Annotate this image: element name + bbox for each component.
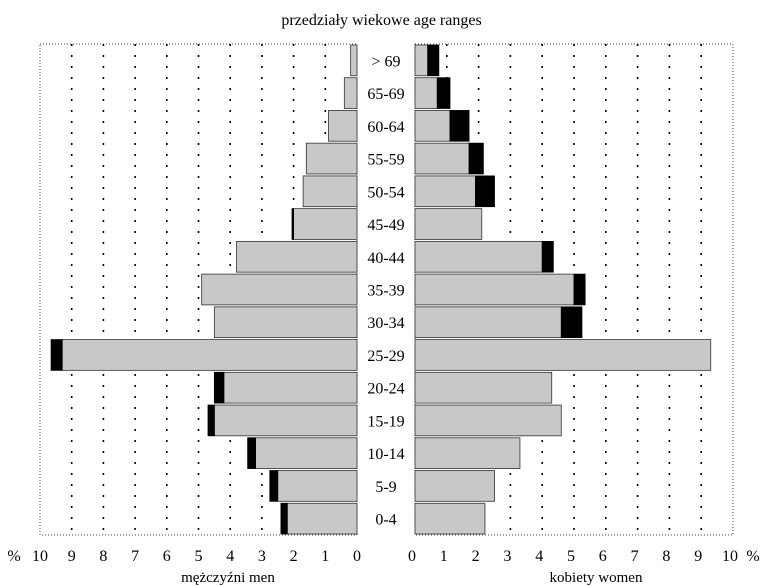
left-tick-label: 1	[321, 548, 329, 565]
left-tick-label: 10	[32, 548, 48, 565]
left-bar-gray	[236, 240, 358, 273]
right-tick-label: 8	[662, 548, 670, 565]
right-bar-black	[541, 240, 554, 273]
right-bar-gray	[414, 273, 575, 306]
right-bar-black	[560, 306, 583, 339]
right-tick-label: 7	[631, 548, 639, 565]
right-bar-gray	[414, 502, 486, 535]
category-label: 25-29	[367, 348, 404, 365]
left-bar-black	[291, 208, 295, 240]
right-bar-gray	[414, 470, 495, 502]
left-bar-gray	[213, 404, 358, 437]
left-bar-black	[247, 437, 256, 469]
right-tick-label: 3	[503, 548, 511, 565]
left-tick-label: 3	[258, 548, 266, 565]
category-label: 10-14	[367, 446, 404, 463]
left-tick-label: 8	[99, 548, 107, 565]
right-tick-label: 1	[440, 548, 448, 565]
right-bar-gray	[414, 240, 543, 273]
category-label: 5-9	[375, 479, 396, 496]
category-label: 40-44	[367, 250, 404, 267]
right-bar-gray	[414, 208, 483, 240]
left-unit-label: %	[7, 548, 20, 565]
category-label: 35-39	[367, 283, 404, 300]
left-bar-gray	[286, 502, 358, 535]
left-bar-gray	[201, 273, 358, 306]
category-label: 45-49	[367, 217, 404, 234]
right-tick-label: 10	[722, 548, 738, 565]
left-tick-label: 2	[290, 548, 298, 565]
left-bar-gray	[302, 175, 358, 208]
left-bar-gray	[350, 44, 358, 77]
right-tick-label: 9	[694, 548, 702, 565]
category-label: 0-4	[375, 512, 396, 529]
left-bar-black	[50, 339, 63, 371]
left-bar-black	[213, 371, 225, 404]
right-tick-label: 2	[472, 548, 480, 565]
chart-title: przedziały wiekowe age ranges	[281, 12, 482, 29]
right-bar-gray	[414, 175, 476, 208]
right-unit-label: %	[746, 548, 759, 565]
right-bar-black	[475, 175, 495, 208]
right-bar-black	[573, 273, 586, 306]
right-bar-gray	[414, 437, 521, 469]
right-bar-black	[449, 110, 470, 142]
left-bar-black	[269, 470, 279, 502]
right-axis-label: kobiety women	[550, 570, 643, 586]
left-bar-gray	[223, 371, 358, 404]
category-label: 60-64	[367, 119, 404, 136]
right-bar-gray	[414, 77, 438, 109]
left-bar-black	[207, 404, 215, 437]
right-tick-label: 5	[567, 548, 575, 565]
category-label: 30-34	[367, 315, 404, 332]
right-bar-gray	[414, 404, 562, 437]
left-bar-gray	[328, 110, 358, 142]
left-tick-label: 4	[226, 548, 234, 565]
left-tick-label: 0	[353, 548, 361, 565]
left-tick-label: 7	[131, 548, 139, 565]
right-bar-gray	[414, 371, 553, 404]
left-tick-label: 5	[195, 548, 203, 565]
category-label: 15-19	[367, 413, 404, 430]
left-bar-black	[280, 502, 288, 535]
left-axis-label: mężczyźni men	[181, 570, 275, 586]
left-tick-label: 6	[163, 548, 171, 565]
left-bar-gray	[305, 142, 358, 175]
right-bar-gray	[414, 306, 562, 339]
left-panel-frame	[39, 43, 358, 536]
right-tick-label: 4	[535, 548, 543, 565]
left-bar-gray	[61, 339, 358, 371]
category-label: 55-59	[367, 152, 404, 169]
right-bar-gray	[414, 44, 429, 77]
left-bar-gray	[293, 208, 358, 240]
right-bar-black	[468, 142, 484, 175]
right-bar-black	[427, 44, 440, 77]
left-bar-gray	[343, 77, 358, 109]
category-label: 50-54	[367, 184, 404, 201]
right-bar-gray	[414, 110, 451, 142]
category-label: > 69	[371, 53, 400, 70]
category-label: 65-69	[367, 86, 404, 103]
left-tick-label: 9	[68, 548, 76, 565]
right-bar-gray	[414, 339, 712, 371]
right-bar-black	[436, 77, 451, 109]
left-bar-gray	[277, 470, 358, 502]
category-label: 20-24	[367, 381, 404, 398]
right-tick-label: 6	[599, 548, 607, 565]
right-tick-label: 0	[408, 548, 416, 565]
left-bar-gray	[213, 306, 358, 339]
right-bar-gray	[414, 142, 470, 175]
left-bar-gray	[255, 437, 358, 469]
